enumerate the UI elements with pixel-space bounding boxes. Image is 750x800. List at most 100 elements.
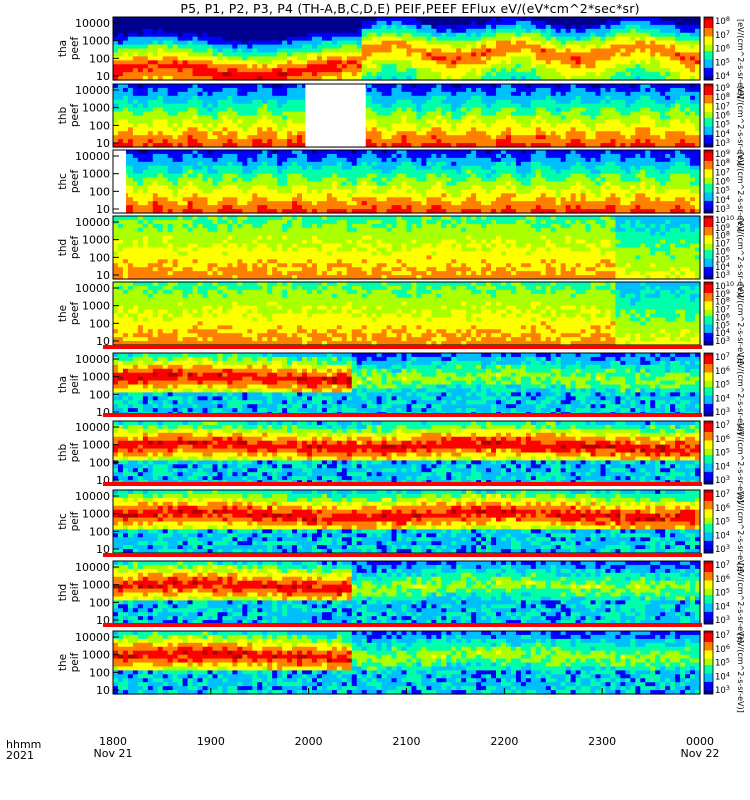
heatmap-cell	[426, 201, 432, 206]
heatmap-cell	[496, 107, 502, 113]
heatmap-cell	[540, 103, 547, 109]
heatmap-cell	[307, 60, 313, 65]
heatmap-cell	[575, 44, 582, 50]
heatmap-cell	[287, 153, 293, 159]
heatmap-cell	[525, 17, 532, 22]
heatmap-cell	[386, 193, 393, 198]
heatmap-cell	[660, 36, 666, 42]
heatmap-cell	[277, 165, 283, 171]
heatmap-cell	[321, 28, 328, 34]
heatmap-cell	[685, 44, 691, 50]
heatmap-cell	[520, 40, 527, 46]
heatmap-cell	[446, 185, 452, 190]
heatmap-cell	[252, 143, 258, 148]
heatmap-cell	[311, 17, 318, 22]
heatmap-cell	[257, 76, 263, 81]
heatmap-cell	[590, 99, 597, 105]
heatmap-cell	[416, 24, 423, 30]
heatmap-cell	[217, 157, 224, 163]
heatmap-cell	[217, 209, 224, 214]
heatmap-cell	[222, 115, 229, 121]
heatmap-cell	[421, 17, 427, 22]
heatmap-cell	[391, 161, 398, 167]
heatmap-cell	[426, 103, 432, 109]
heatmap-cell	[670, 131, 676, 136]
heatmap-cell	[212, 193, 219, 198]
heatmap-cell	[481, 139, 487, 144]
heatmap-cell	[366, 32, 373, 38]
heatmap-cell	[222, 17, 229, 22]
heatmap-cell	[690, 44, 696, 50]
heatmap-cell	[177, 107, 184, 113]
heatmap-cell	[675, 119, 681, 124]
heatmap-cell	[207, 36, 214, 42]
heatmap-cell	[197, 17, 204, 22]
heatmap-cell	[366, 28, 373, 34]
heatmap-cell	[396, 115, 403, 121]
heatmap-cell	[287, 60, 293, 65]
heatmap-cell	[187, 84, 194, 89]
heatmap-cell	[311, 157, 318, 163]
heatmap-cell	[605, 87, 612, 93]
heatmap-cell	[227, 36, 233, 42]
heatmap-cell	[132, 84, 139, 89]
heatmap-cell	[307, 48, 313, 54]
heatmap-cell	[152, 52, 159, 57]
heatmap-cell	[406, 181, 413, 187]
heatmap-cell	[316, 165, 323, 171]
heatmap-cell	[690, 131, 696, 136]
heatmap-cell	[237, 52, 243, 57]
heatmap-cell	[610, 36, 617, 42]
heatmap-cell	[272, 20, 278, 26]
heatmap-cell	[197, 107, 204, 113]
heatmap-cell	[520, 48, 527, 54]
heatmap-cell	[167, 161, 174, 167]
heatmap-cell	[451, 36, 457, 42]
heatmap-cell	[282, 173, 288, 179]
heatmap-cell	[461, 72, 467, 77]
heatmap-cell	[426, 169, 432, 175]
heatmap-cell	[326, 181, 333, 187]
heatmap-cell	[376, 111, 383, 117]
heatmap-cell	[451, 185, 457, 190]
heatmap-cell	[540, 131, 547, 136]
heatmap-cell	[431, 60, 437, 65]
heatmap-cell	[371, 119, 378, 124]
heatmap-cell	[555, 119, 562, 124]
heatmap-cell	[431, 189, 437, 194]
heatmap-cell	[127, 103, 134, 109]
heatmap-cell	[520, 32, 527, 38]
heatmap-cell	[416, 177, 423, 183]
heatmap-cell	[257, 56, 263, 61]
heatmap-cell	[217, 44, 224, 50]
heatmap-cell	[122, 91, 129, 97]
heatmap-cell	[610, 127, 617, 132]
heatmap-cell	[625, 123, 631, 128]
heatmap-cell	[590, 32, 597, 38]
heatmap-cell	[272, 169, 278, 175]
heatmap-cell	[331, 205, 338, 210]
heatmap-cell	[555, 115, 562, 121]
heatmap-cell	[132, 36, 139, 42]
heatmap-cell	[267, 40, 273, 46]
heatmap-cell	[162, 181, 169, 187]
heatmap-cell	[117, 17, 124, 22]
heatmap-cell	[316, 209, 323, 214]
heatmap-cell	[550, 48, 557, 54]
heatmap-cell	[351, 153, 358, 159]
heatmap-cell	[113, 36, 119, 42]
heatmap-cell	[471, 40, 477, 46]
heatmap-cell	[113, 95, 119, 101]
heatmap-cell	[386, 32, 393, 38]
heatmap-cell	[321, 32, 328, 38]
heatmap-cell	[456, 72, 462, 77]
heatmap-cell	[406, 68, 413, 73]
heatmap-cell	[331, 157, 338, 163]
heatmap-cell	[227, 20, 233, 26]
heatmap-cell	[212, 135, 219, 140]
heatmap-cell	[486, 131, 492, 136]
heatmap-cell	[675, 95, 681, 101]
heatmap-cell	[187, 153, 194, 159]
heatmap-cell	[605, 139, 612, 144]
heatmap-cell	[371, 189, 378, 194]
